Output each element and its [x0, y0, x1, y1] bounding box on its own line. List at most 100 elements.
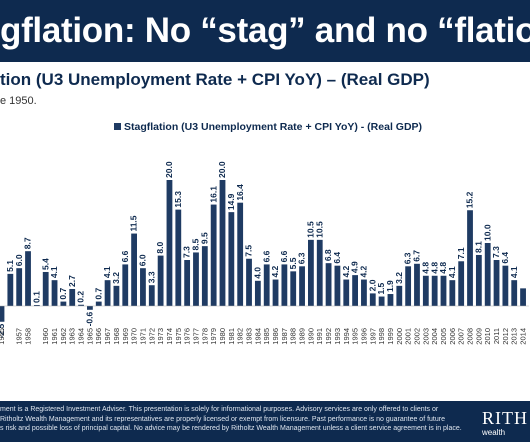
- x-tick-label-2006: 2006: [448, 328, 457, 345]
- value-label-1973: 8.0: [155, 242, 165, 254]
- bar-1967: [104, 280, 111, 306]
- bar-1983: [246, 258, 252, 306]
- x-tick-label-1965: 1965: [85, 328, 94, 345]
- bar-1982: [237, 202, 244, 306]
- value-labels-group: -2.55.16.08.70.15.44.10.72.70.2-0.60.74.…: [0, 161, 519, 338]
- value-label-2000: 3.2: [394, 272, 404, 284]
- value-label-1967: 4.1: [102, 266, 112, 278]
- bar-2003: [422, 275, 429, 306]
- value-label-1975: 15.3: [173, 191, 183, 208]
- bar-1962: [60, 301, 67, 306]
- value-label-2002: 6.7: [412, 250, 422, 262]
- value-label-1984: 4.0: [252, 267, 262, 279]
- bar-1961: [51, 280, 58, 306]
- value-label-1961: 4.1: [49, 266, 59, 278]
- bar-2001: [405, 266, 412, 306]
- x-tick-label-1962: 1962: [59, 328, 68, 345]
- x-tick-label-1979: 1979: [209, 328, 218, 345]
- value-label-1997: 2.0: [367, 279, 377, 291]
- x-tick-label-1996: 1996: [359, 328, 368, 345]
- value-label-1978: 9.5: [199, 232, 209, 244]
- bar-1969: [122, 264, 129, 306]
- value-label-1995: 4.9: [350, 261, 360, 273]
- company-logo: RITH wealth: [482, 408, 530, 438]
- bar-2006: [449, 280, 456, 306]
- value-label-1960: 5.4: [40, 258, 50, 270]
- value-label-2005: 4.8: [438, 262, 448, 274]
- x-tick-label-1998: 1998: [377, 328, 386, 345]
- value-label-1971: 6.0: [138, 254, 148, 266]
- x-tick-label-2013: 2013: [510, 328, 519, 345]
- x-tick-label-1976: 1976: [183, 328, 192, 345]
- value-label-1969: 6.6: [120, 250, 130, 262]
- value-label-1983: 7.5: [244, 245, 254, 257]
- disclaimer-line: Ritholtz Wealth Management and its repre…: [0, 415, 445, 423]
- x-tick-label-1984: 1984: [253, 328, 262, 345]
- bar-1997: [369, 293, 376, 306]
- x-tick-label-2014: 2014: [519, 328, 528, 345]
- value-label-1958: 8.7: [23, 237, 33, 249]
- bar-1963: [69, 288, 76, 306]
- legend-swatch: [114, 123, 121, 130]
- bar-2013: [511, 280, 518, 306]
- value-label-2004: 4.8: [429, 262, 439, 274]
- value-label-2009: 8.1: [473, 241, 483, 253]
- value-label-1972: 3.3: [146, 271, 156, 283]
- bar-2008: [467, 210, 473, 306]
- bar-1973: [157, 255, 164, 306]
- value-label-1976: 7.3: [182, 246, 192, 258]
- x-tick-label-1967: 1967: [103, 328, 112, 345]
- bar-1972: [148, 285, 155, 306]
- value-label-2001: 6.3: [403, 252, 413, 264]
- bar-1975: [175, 209, 182, 306]
- value-label-2010: 10.0: [482, 224, 492, 241]
- value-label-1994: 4.2: [341, 265, 351, 277]
- bar-2011: [493, 260, 500, 306]
- x-tick-label-2002: 2002: [412, 328, 421, 345]
- footer-band: [0, 401, 530, 442]
- bar-1989: [299, 266, 305, 306]
- value-label-2012: 6.4: [500, 252, 510, 264]
- value-label-1959: 0.1: [31, 291, 41, 303]
- x-tick-label-1988: 1988: [289, 328, 298, 345]
- logo-text: RITH: [482, 408, 528, 428]
- x-tick-label-1991: 1991: [315, 328, 324, 345]
- bar-1998: [378, 296, 385, 306]
- value-label-1993: 6.4: [332, 252, 342, 264]
- x-tick-label-1961: 1961: [50, 328, 59, 345]
- x-tick-label-1983: 1983: [245, 328, 254, 345]
- x-tick-label-1966: 1966: [94, 328, 103, 345]
- x-tick-label-1994: 1994: [342, 328, 351, 345]
- bars-group: [0, 180, 526, 322]
- x-tick-label-1980: 1980: [218, 328, 227, 345]
- value-label-1979: 16.1: [208, 186, 218, 203]
- x-tick-label-1957: 1957: [15, 328, 24, 345]
- x-tick-label-2001: 2001: [404, 328, 413, 345]
- bar-1964: [78, 304, 84, 306]
- bar-1978: [201, 246, 208, 306]
- value-label-1982: 16.4: [235, 184, 245, 201]
- value-label-1980: 20.0: [217, 161, 227, 178]
- bar-2007: [458, 261, 465, 306]
- x-tick-label-1955: 1955: [0, 328, 6, 345]
- bar-1974: [166, 180, 173, 306]
- bar-1965: [87, 306, 93, 310]
- bar-1971: [140, 268, 146, 306]
- value-label-1996: 4.2: [359, 265, 369, 277]
- bar-1988: [290, 271, 297, 306]
- bar-2014: [520, 288, 526, 306]
- bar-2010: [484, 243, 491, 306]
- value-label-1990: 10.5: [306, 221, 316, 238]
- x-tick-label-2009: 2009: [474, 328, 483, 345]
- bar-1977: [193, 252, 199, 306]
- value-label-1989: 6.3: [297, 252, 307, 264]
- x-tick-label-1993: 1993: [333, 328, 342, 345]
- bar-2004: [431, 275, 438, 306]
- x-tick-label-1973: 1973: [156, 328, 165, 345]
- bar-1958: [25, 251, 31, 306]
- chart-subtitle: tion (U3 Unemployment Rate + CPI YoY) – …: [0, 70, 430, 89]
- bar-1966: [95, 301, 102, 306]
- value-label-1977: 8.5: [191, 238, 201, 250]
- bar-1986: [272, 279, 279, 306]
